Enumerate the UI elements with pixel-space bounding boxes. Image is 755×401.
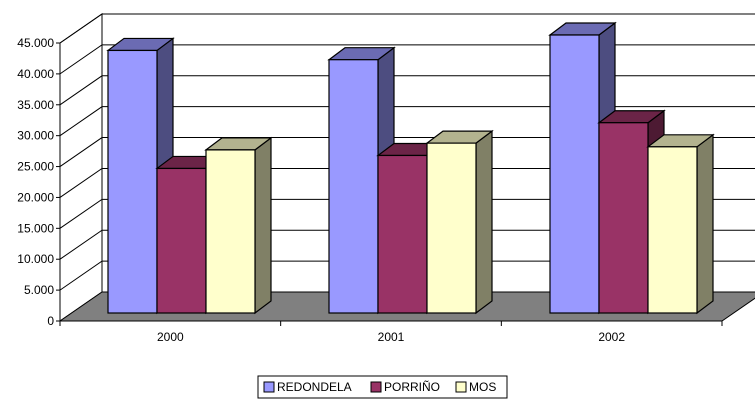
y-tick-label: 40.000 — [17, 67, 54, 81]
y-tick-label: 10.000 — [17, 252, 54, 266]
x-tick-label: 2001 — [378, 330, 405, 344]
bar-front — [549, 34, 600, 314]
bar-mos-2002 — [646, 133, 715, 315]
x-axis-ticks: 2000 2001 2002 — [59, 321, 723, 344]
legend-swatch — [455, 381, 467, 393]
legend-label: REDONDELA — [277, 380, 352, 394]
bar-front — [377, 154, 428, 314]
bar-front — [205, 149, 256, 314]
y-tick-label: 45.000 — [17, 36, 54, 50]
gridline — [59, 13, 755, 44]
bar-front — [156, 167, 207, 314]
bar-front — [328, 59, 379, 314]
y-tick-label: 0 — [47, 314, 54, 328]
legend-label: PORRIÑO — [384, 380, 440, 394]
y-axis-ticks: 0 5.000 10.000 15.000 20.000 25.000 30.000 35.0… — [17, 36, 60, 328]
gridline — [59, 167, 755, 198]
side-wall — [59, 13, 103, 322]
legend-box — [257, 375, 508, 399]
axes — [59, 43, 722, 322]
gridline — [59, 44, 755, 75]
bar-front — [426, 142, 477, 314]
legend-swatch — [263, 381, 275, 393]
bar-front — [107, 49, 158, 314]
y-tick-label: 25.000 — [17, 160, 54, 174]
legend-swatch — [370, 381, 382, 393]
bar-redondela-2000 — [106, 37, 175, 315]
y-tick-label: 5.000 — [24, 283, 54, 297]
bar-front — [647, 146, 698, 314]
y-tick-label: 35.000 — [17, 98, 54, 112]
gridline — [59, 106, 755, 137]
y-tick-label: 30.000 — [17, 129, 54, 143]
legend-label: MOS — [469, 380, 496, 394]
gridline — [59, 260, 755, 291]
gridline — [59, 198, 755, 229]
gridline — [59, 229, 755, 260]
bar-side — [475, 129, 493, 315]
legend: REDONDELA PORRIÑO MOS — [257, 375, 508, 399]
y-tick-label: 15.000 — [17, 221, 54, 235]
gridline — [59, 75, 755, 106]
x-tick-label: 2002 — [598, 330, 625, 344]
gridline — [59, 137, 755, 167]
bar-front — [598, 122, 649, 314]
bar-mos-2000 — [204, 136, 273, 315]
bar-mos-2001 — [425, 129, 494, 315]
bar-side — [254, 136, 272, 315]
bar-side — [696, 133, 714, 315]
y-tick-label: 20.000 — [17, 190, 54, 204]
bars — [106, 21, 715, 315]
gridlines — [59, 13, 755, 291]
x-tick-label: 2000 — [157, 330, 184, 344]
